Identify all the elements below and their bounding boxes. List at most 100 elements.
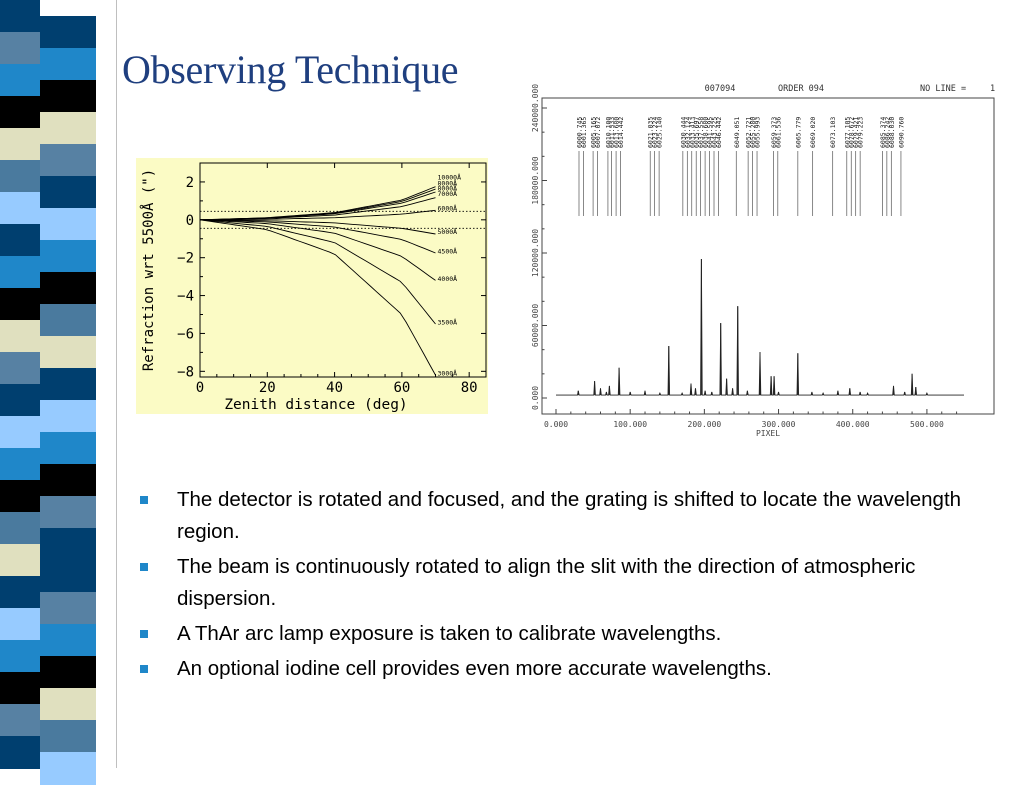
y-tick-label: 0.000 (531, 386, 540, 410)
refraction-curve (199, 219, 436, 325)
x-tick-label: 80 (461, 380, 478, 396)
stripe-segment (0, 640, 40, 673)
y-tick-label: 2 (186, 175, 194, 191)
line-id-label: 6090.760 (897, 117, 905, 148)
slide-title: Observing Technique (122, 47, 459, 92)
stripe-segment (0, 96, 40, 129)
y-tick-label: −4 (177, 289, 194, 305)
stripe-segment (40, 720, 96, 753)
curve-label: 5000Å (438, 227, 458, 236)
line-id-label: 6049.051 (733, 117, 741, 148)
stripe-segment (40, 336, 96, 369)
stripe-divider (116, 0, 117, 768)
plot-frame (541, 97, 995, 415)
line-id-label: 6043.225 (711, 117, 719, 148)
stripe-segment (0, 672, 40, 705)
y-tick-label: −8 (177, 364, 194, 380)
plot-title: ORDER 094 (778, 84, 824, 94)
x-axis-title: Zenith distance (deg) (224, 397, 407, 413)
x-tick-label: 300.000 (762, 420, 796, 429)
spectrum-trace (556, 258, 964, 396)
thar-arc-spectrum-plot: 007094 ORDER 094 NO LINE = 1 0.000 100.00… (516, 78, 1006, 440)
bullet-item: A ThAr arc lamp exposure is taken to cal… (140, 618, 1000, 650)
stripe-segment (40, 304, 96, 337)
line-id-label: 6055.280 (749, 117, 757, 148)
x-tick-label: 20 (259, 380, 276, 396)
line-id-label: 6079.223 (857, 117, 865, 148)
curve-label: 3500Å (438, 318, 458, 327)
plot-id: 007094 (705, 84, 736, 94)
stripe-segment (0, 576, 40, 609)
bullet-item: An optional iodine cell provides even mo… (140, 653, 1000, 685)
x-tick-label: 0 (196, 380, 204, 396)
stripe-segment (40, 464, 96, 497)
stripe-segment (0, 128, 40, 161)
stripe-segment (0, 160, 40, 193)
stripe-segment (0, 0, 40, 33)
line-id-label: 6055.993 (754, 117, 762, 148)
stripe-segment (0, 224, 40, 257)
no-line-label: NO LINE = (920, 84, 966, 94)
line-id-label: 6078.672 (848, 117, 856, 148)
refraction-curve (200, 209, 436, 221)
stripe-segment (0, 480, 40, 513)
curve-label: 10000Å (438, 173, 462, 182)
curve-label: 4000Å (438, 274, 458, 283)
y-tick-label: 180000.000 (531, 156, 540, 204)
stripe-segment (40, 624, 96, 657)
x-tick-label: 40 (326, 380, 343, 396)
decorative-stripe-bar (0, 0, 118, 785)
x-tick-label: 0.000 (544, 420, 568, 429)
stripe-segment (40, 752, 96, 785)
stripe-segment (0, 288, 40, 321)
line-id-label: 6035.697 (693, 117, 701, 148)
x-tick-label: 100.000 (613, 420, 647, 429)
stripe-segment (40, 208, 96, 241)
curve-label: 7000Å (438, 189, 458, 198)
line-id-label: 6011.533 (608, 117, 616, 148)
line-id-label: 6052.721 (745, 117, 753, 148)
refraction-curve (199, 219, 436, 281)
refraction-curve (199, 219, 436, 235)
line-id-label: 6025.140 (656, 117, 664, 148)
stripe-segment (0, 256, 40, 289)
stripe-segment (40, 112, 96, 145)
stripe-segment (0, 64, 40, 97)
x-tick-label: 200.000 (688, 420, 722, 429)
line-id-label: 6073.103 (829, 117, 837, 148)
stripe-segment (40, 240, 96, 273)
stripe-segment (40, 272, 96, 305)
square-bullet-icon (140, 496, 148, 504)
stripe-segment (40, 48, 96, 81)
line-id-label: 6021.035 (647, 117, 655, 148)
stripe-segment (40, 144, 96, 177)
stripe-segment (40, 560, 96, 593)
line-id-label: 6000.745 (575, 117, 583, 148)
line-id-label: 6046.442 (715, 117, 723, 148)
line-id-label: 6032.124 (684, 117, 692, 148)
line-id-label: 6023.224 (651, 117, 659, 148)
stripe-segment (40, 688, 96, 721)
line-id-label: 6059.373 (770, 117, 778, 148)
line-id-label: 6061.536 (774, 117, 782, 148)
stripe-segment (0, 320, 40, 353)
x-tick-label: 60 (393, 380, 410, 396)
line-id-label: 6041.595 (706, 117, 714, 148)
line-id-label: 6010.100 (604, 117, 612, 148)
square-bullet-icon (140, 665, 148, 673)
line-id-label: 6085.374 (879, 117, 887, 148)
y-tick-label: 60000.000 (531, 304, 540, 348)
refraction-curve (199, 197, 436, 221)
refraction-curve (199, 219, 436, 376)
curve-label: 8000Å (438, 183, 458, 192)
square-bullet-icon (140, 630, 148, 638)
stripe-segment (40, 496, 96, 529)
curve-label: 4500Å (438, 247, 458, 256)
stripe-segment (40, 16, 96, 49)
stripe-segment (0, 704, 40, 737)
bullet-item: The detector is rotated and focused, and… (140, 484, 1000, 548)
line-id-label: 6001.365 (580, 117, 588, 148)
y-tick-label: −6 (177, 326, 194, 342)
line-id-label: 6079.421 (852, 117, 860, 148)
bullet-text: An optional iodine cell provides even mo… (177, 657, 772, 680)
